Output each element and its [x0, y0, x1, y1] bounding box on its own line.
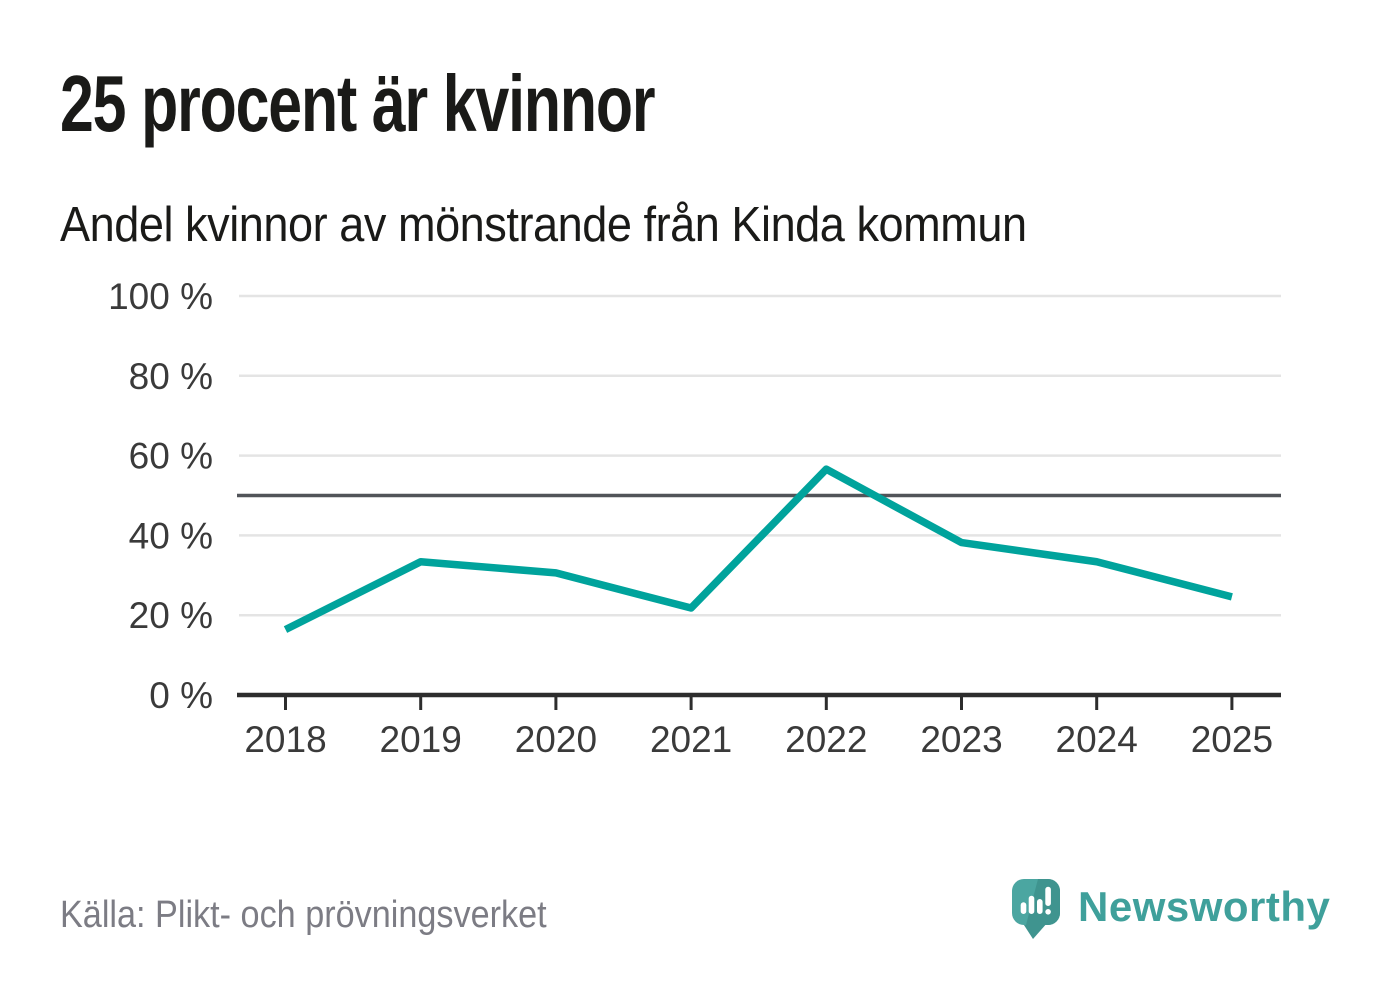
logo-exclamation-bar — [1045, 886, 1051, 906]
page-title: 25 procent är kvinnor — [60, 59, 656, 148]
source-text: Källa: Plikt- och prövningsverket — [60, 894, 547, 936]
y-tick-label: 100 % — [108, 276, 213, 317]
logo-bar-3 — [1037, 899, 1043, 914]
x-tick-label: 2025 — [1191, 719, 1273, 760]
x-tick-label: 2023 — [920, 719, 1002, 760]
data-line — [283, 465, 1233, 633]
logo-bubble-tail — [1022, 922, 1048, 939]
y-tick-label: 60 % — [129, 436, 213, 477]
y-tick-label: 80 % — [129, 356, 213, 397]
y-tick-label: 0 % — [149, 675, 213, 716]
x-tick-label: 2019 — [380, 719, 462, 760]
x-tick-label: 2020 — [515, 719, 597, 760]
y-tick-label: 20 % — [129, 595, 213, 636]
brand-name: Newsworthy — [1078, 883, 1331, 930]
newsworthy-logo-icon — [1012, 879, 1060, 939]
x-tick-label: 2021 — [650, 719, 732, 760]
x-tick-label: 2018 — [244, 719, 326, 760]
logo-exclamation-dot — [1045, 909, 1051, 915]
chart-subtitle: Andel kvinnor av mönstrande från Kinda k… — [60, 198, 1027, 252]
logo-bar-2 — [1028, 895, 1035, 914]
y-tick-label: 40 % — [129, 515, 213, 556]
x-tick-label: 2024 — [1056, 719, 1138, 760]
x-tick-label: 2022 — [785, 719, 867, 760]
logo-bubble-shade — [1026, 879, 1060, 925]
logo-bar-1 — [1020, 902, 1027, 914]
